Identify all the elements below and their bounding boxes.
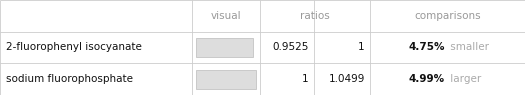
Text: 2-fluorophenyl isocyanate: 2-fluorophenyl isocyanate (6, 42, 142, 53)
Text: 0.9525: 0.9525 (272, 42, 309, 53)
Text: smaller: smaller (446, 42, 489, 53)
Text: larger: larger (446, 74, 481, 84)
Text: visual: visual (211, 11, 241, 21)
Text: ratios: ratios (300, 11, 330, 21)
Text: 4.75%: 4.75% (408, 42, 445, 53)
Text: sodium fluorophosphate: sodium fluorophosphate (6, 74, 133, 84)
Bar (196, 38, 253, 57)
Text: 1: 1 (358, 42, 365, 53)
Text: comparisons: comparisons (414, 11, 481, 21)
Text: 1: 1 (302, 74, 309, 84)
Bar (196, 70, 256, 89)
Text: 1.0499: 1.0499 (329, 74, 365, 84)
Text: 4.99%: 4.99% (409, 74, 445, 84)
